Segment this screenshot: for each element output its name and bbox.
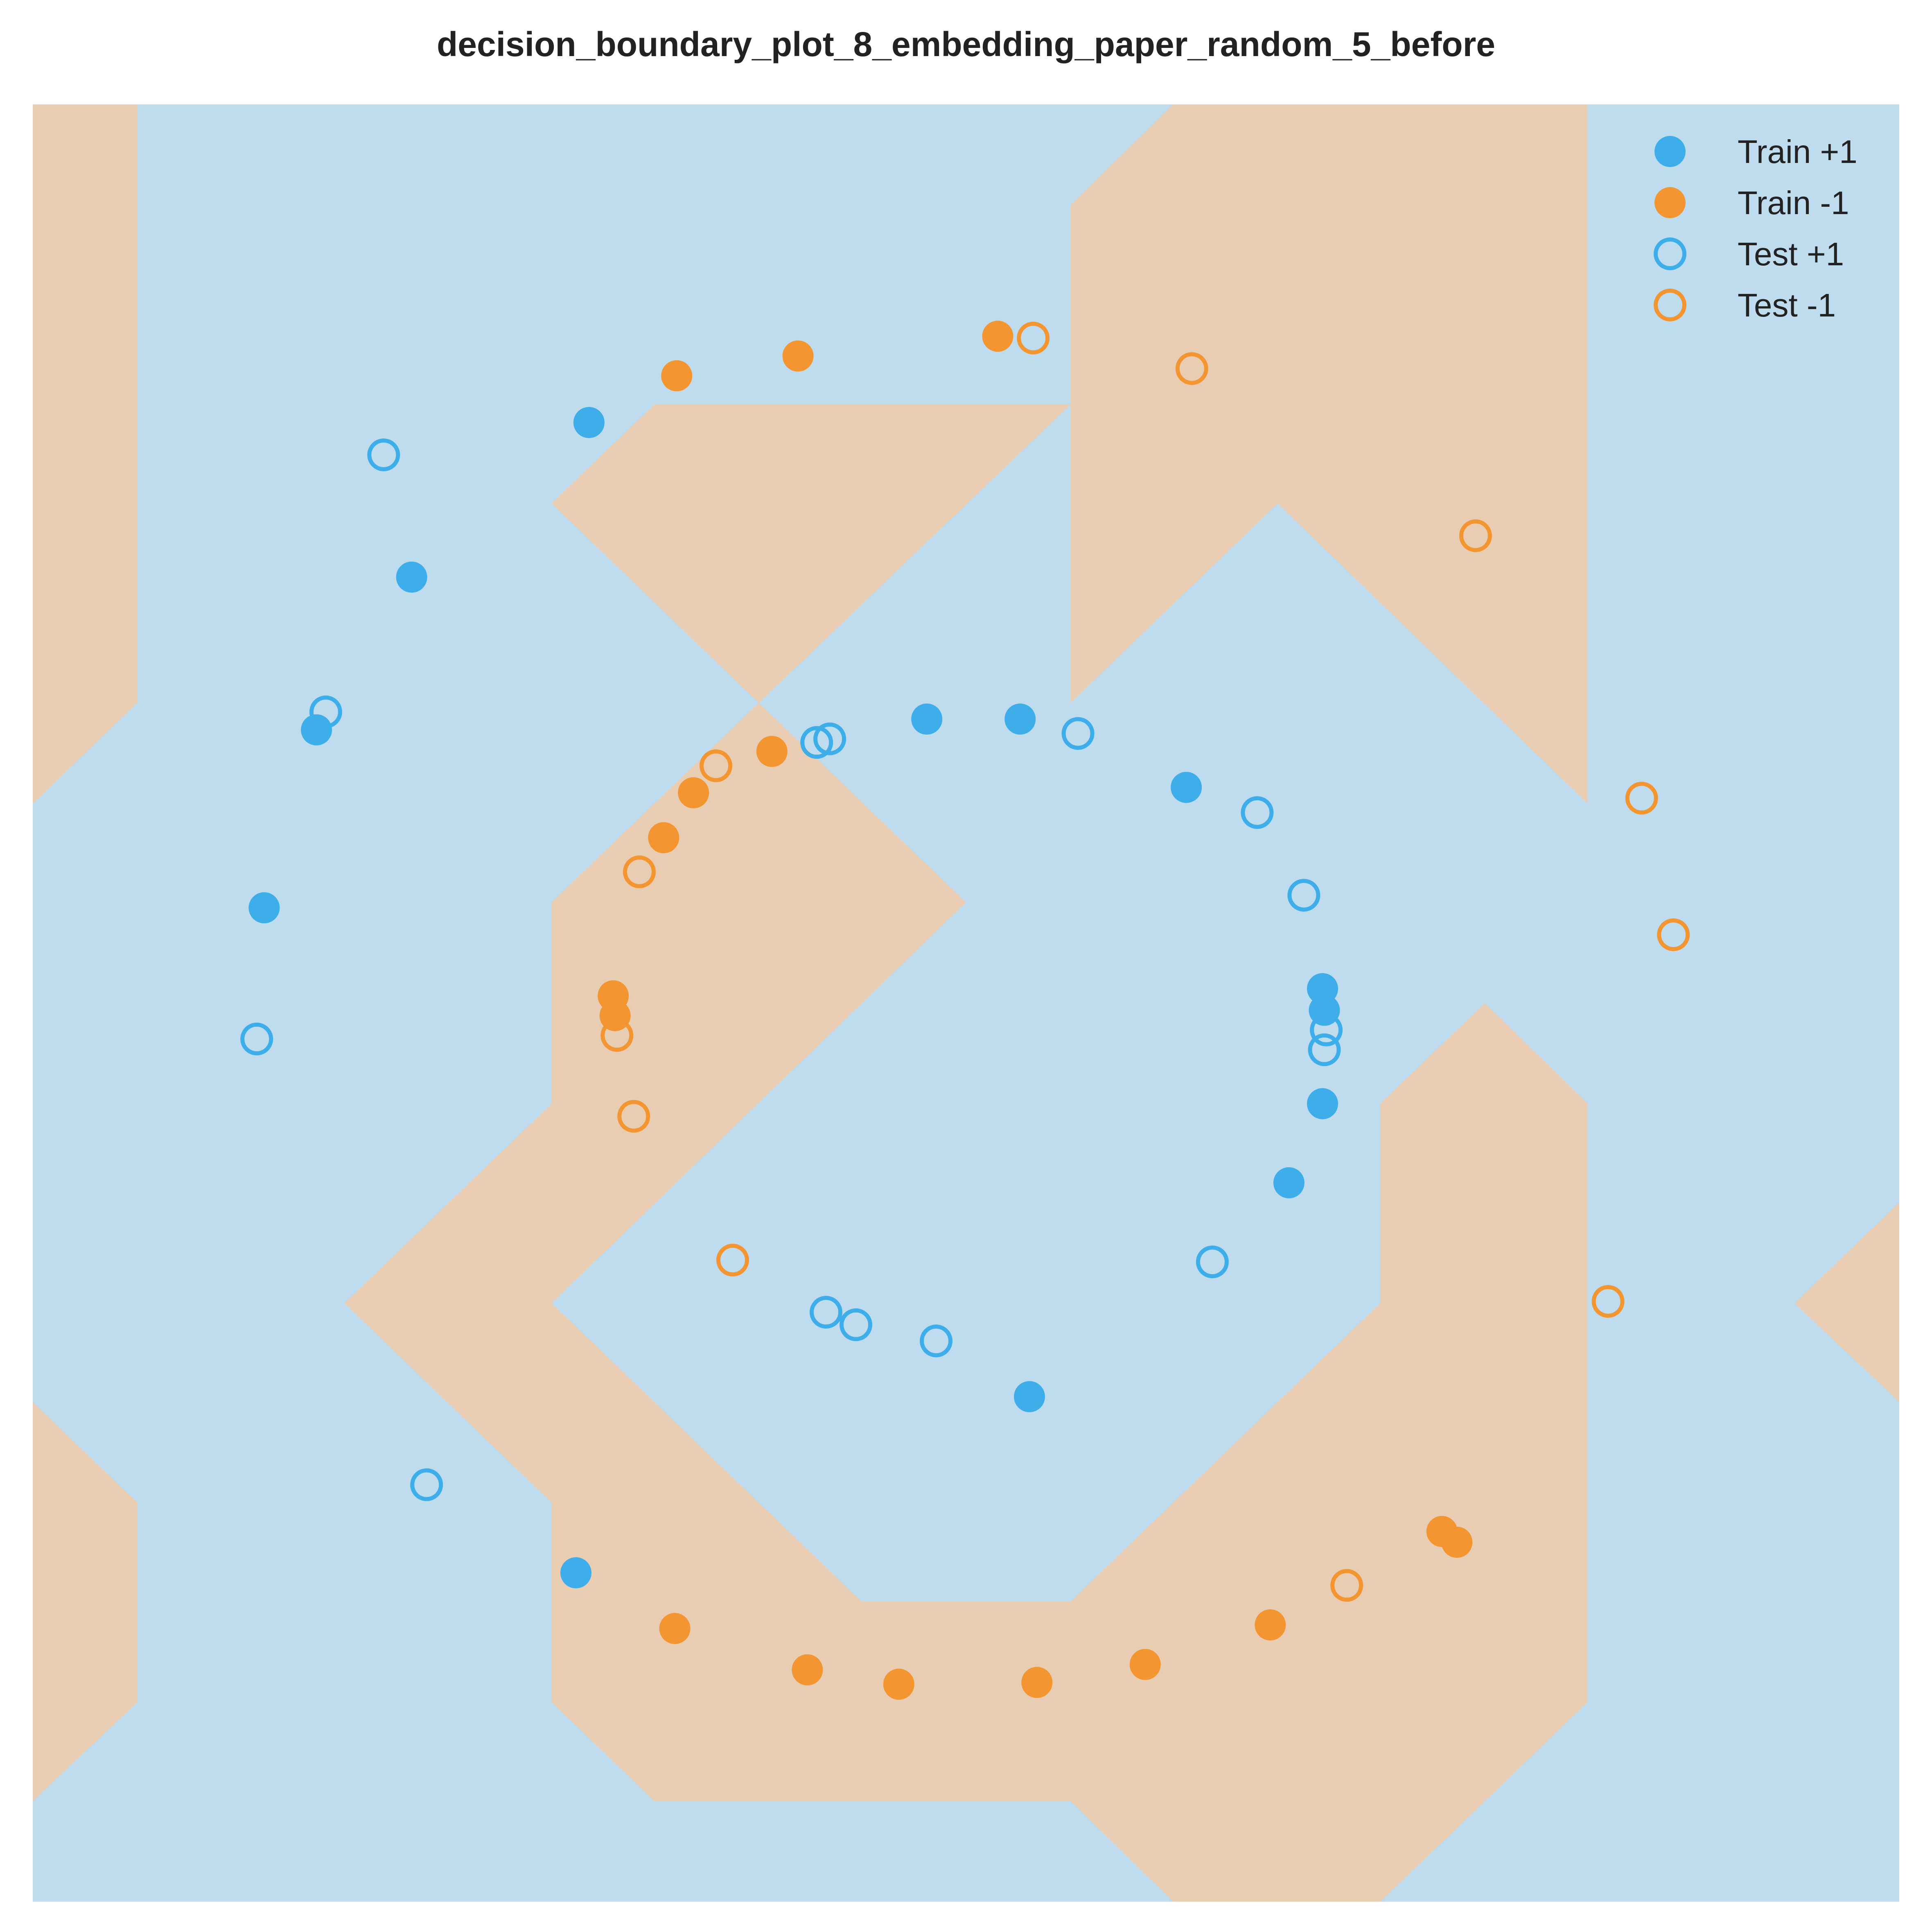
negative-regions bbox=[33, 104, 1899, 1902]
data-point bbox=[367, 438, 400, 471]
data-point bbox=[1308, 1033, 1341, 1067]
data-point bbox=[1287, 879, 1320, 912]
series-test-1 bbox=[600, 321, 1690, 1602]
data-point bbox=[396, 561, 427, 593]
data-point bbox=[248, 892, 280, 924]
data-point bbox=[1273, 1167, 1305, 1198]
data-point bbox=[813, 722, 846, 755]
data-point bbox=[1171, 772, 1202, 803]
data-point bbox=[1255, 1609, 1286, 1641]
data-point bbox=[883, 1668, 914, 1700]
data-point bbox=[623, 855, 656, 888]
data-point bbox=[1175, 352, 1208, 385]
data-point bbox=[782, 340, 814, 372]
series-test-1 bbox=[240, 438, 1343, 1501]
negative-region-0 bbox=[33, 104, 138, 804]
legend-label: Test +1 bbox=[1738, 236, 1844, 272]
legend-label: Train +1 bbox=[1738, 133, 1858, 170]
legend-label: Train -1 bbox=[1738, 185, 1849, 221]
data-point bbox=[617, 1100, 650, 1133]
legend-label: Test -1 bbox=[1738, 287, 1836, 323]
data-point bbox=[1196, 1245, 1229, 1279]
data-point bbox=[1657, 918, 1690, 951]
data-point bbox=[920, 1324, 952, 1358]
legend-marker bbox=[1654, 136, 1686, 167]
data-point bbox=[982, 321, 1013, 352]
data-point bbox=[756, 736, 788, 767]
data-point bbox=[1129, 1649, 1161, 1680]
legend-marker bbox=[1654, 289, 1686, 321]
legend-marker bbox=[1654, 237, 1686, 270]
data-point bbox=[716, 1243, 749, 1277]
data-point bbox=[792, 1654, 823, 1686]
data-point bbox=[560, 1557, 591, 1589]
data-point bbox=[1459, 519, 1492, 552]
data-point bbox=[1310, 1013, 1343, 1046]
series-train-1 bbox=[598, 321, 1473, 1700]
data-point bbox=[648, 822, 679, 854]
data-point bbox=[1591, 1285, 1625, 1318]
data-point bbox=[1241, 796, 1274, 829]
data-point bbox=[1330, 1569, 1363, 1602]
data-point bbox=[301, 714, 332, 746]
negative-region-3 bbox=[1794, 1202, 1899, 1402]
legend: Train +1 Train -1 Test +1 Test -1 bbox=[1654, 133, 1858, 323]
data-point bbox=[840, 1308, 872, 1341]
negative-region-2 bbox=[33, 1402, 138, 1801]
data-point bbox=[661, 360, 693, 391]
data-point bbox=[573, 407, 605, 438]
series-train-1 bbox=[248, 407, 1340, 1589]
data-point bbox=[678, 777, 709, 809]
data-point bbox=[410, 1468, 443, 1501]
data-point bbox=[1625, 782, 1658, 815]
data-point bbox=[1441, 1527, 1473, 1558]
data-point bbox=[659, 1613, 691, 1644]
data-point bbox=[1061, 717, 1095, 750]
chart-title: decision_boundary_plot_8_embedding_paper… bbox=[436, 25, 1496, 63]
data-point bbox=[810, 1296, 842, 1329]
data-point bbox=[1004, 703, 1036, 735]
data-point bbox=[1017, 321, 1050, 355]
data-point bbox=[1014, 1381, 1045, 1412]
data-point bbox=[700, 749, 732, 782]
data-point bbox=[800, 726, 833, 759]
plot-area bbox=[33, 104, 1899, 1902]
negative-region-1 bbox=[344, 104, 1588, 1902]
data-point bbox=[1307, 1088, 1338, 1119]
data-point bbox=[911, 703, 943, 735]
data-point bbox=[240, 1022, 273, 1055]
data-point bbox=[600, 1019, 634, 1052]
data-point bbox=[1021, 1667, 1053, 1698]
legend-marker bbox=[1654, 187, 1686, 218]
data-point bbox=[309, 695, 342, 728]
